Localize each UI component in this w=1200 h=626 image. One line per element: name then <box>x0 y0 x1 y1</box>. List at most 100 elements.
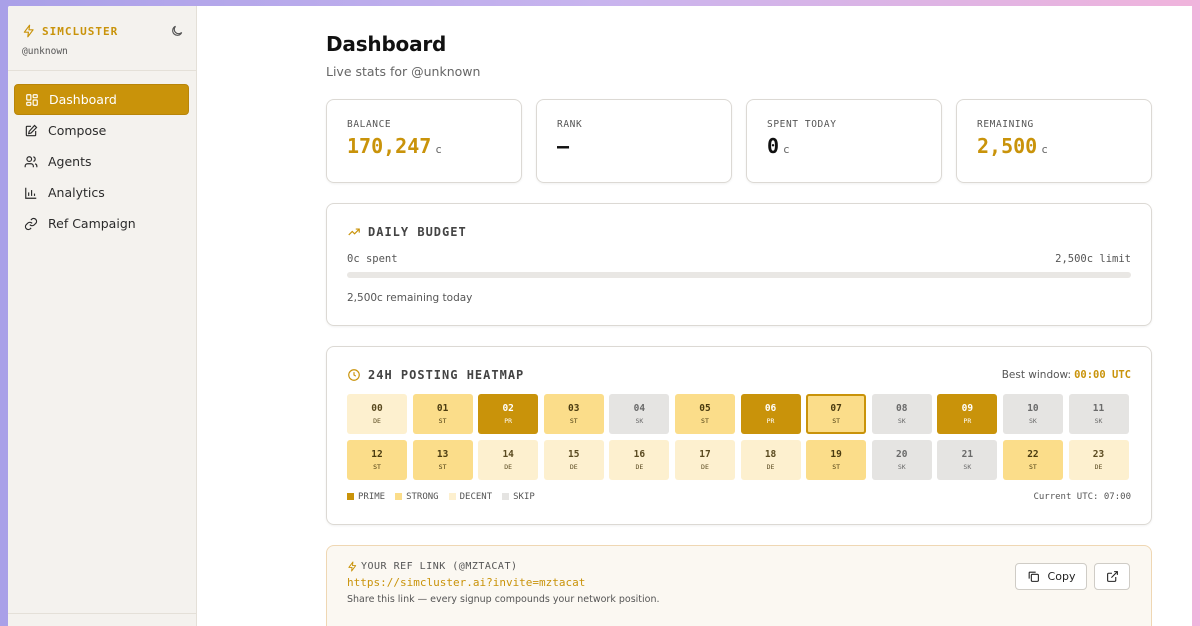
daily-budget-card: DAILY BUDGET 0c spent 2,500c limit 2,500… <box>326 203 1152 326</box>
heatmap-cell[interactable]: 01 ST <box>412 394 473 434</box>
heatmap-cell-tag: PR <box>766 417 775 425</box>
heatmap-cell-hour: 21 <box>961 448 974 460</box>
budget-progress-bar <box>347 272 1131 278</box>
heatmap-cell[interactable]: 05 ST <box>674 394 735 434</box>
stat-value: 2,500 <box>977 134 1038 158</box>
heatmap-cell[interactable]: 17 DE <box>674 439 735 480</box>
heatmap-cell[interactable]: 04 SK <box>609 394 670 434</box>
stat-value: 0 <box>767 134 780 158</box>
heatmap-cell-hour: 03 <box>568 403 580 414</box>
stat-value: — <box>557 134 570 158</box>
brand-name: SIMCLUSTER <box>42 24 119 38</box>
sidebar-item-agents[interactable]: Agents <box>14 146 189 177</box>
heatmap-cell-tag: ST <box>438 417 447 425</box>
heatmap-cell-tag: SK <box>897 417 906 425</box>
heatmap-cell-hour: 19 <box>830 448 842 460</box>
heatmap-cell[interactable]: 23 DE <box>1068 439 1129 480</box>
dashboard-icon <box>26 93 38 106</box>
heatmap-cell[interactable]: 12 ST <box>347 439 407 480</box>
ref-link[interactable]: https://simcluster.ai?invite=mztacat <box>347 575 586 589</box>
posting-heatmap-card: 24H POSTING HEATMAP Best window: 00:00 UT… <box>326 346 1152 525</box>
ref-label: YOUR REF LINK (@MZTACAT) <box>361 560 518 572</box>
heatmap-cell[interactable]: 02 PR <box>478 394 539 434</box>
heatmap-cell-tag: SK <box>963 462 972 471</box>
legend-swatch <box>448 493 456 501</box>
heatmap-cell[interactable]: 07 ST <box>806 394 867 434</box>
open-link-button[interactable] <box>1094 562 1130 590</box>
legend-swatch <box>395 493 403 501</box>
budget-limit: 2,500c limit <box>1055 253 1131 265</box>
heatmap-cell-tag: SK <box>897 462 906 471</box>
heatmap-cell[interactable]: 10 SK <box>1002 394 1063 434</box>
heatmap-cell-tag: SK <box>635 417 644 425</box>
sidebar: SIMCLUSTER @unknown Dashboard Compose Ag… <box>8 6 197 626</box>
heatmap-cell-hour: 04 <box>633 403 646 414</box>
sidebar-divider <box>8 70 196 71</box>
heatmap-cell[interactable]: 19 ST <box>806 439 867 480</box>
bolt-icon <box>23 24 34 38</box>
moon-icon[interactable] <box>170 24 184 38</box>
stat-value: 170,247 <box>347 134 432 158</box>
heatmap-cell[interactable]: 15 DE <box>543 439 604 480</box>
copy-icon <box>1028 571 1039 582</box>
heatmap-cell-tag: ST <box>832 462 841 471</box>
sidebar-item-analytics[interactable]: Analytics <box>14 177 189 208</box>
heatmap-cell[interactable]: 20 SK <box>871 439 932 480</box>
main-content: Dashboard Live stats for @unknown BALANC… <box>197 6 1192 626</box>
sidebar-item-dashboard[interactable]: Dashboard <box>14 84 189 115</box>
copy-button-label: Copy <box>1047 569 1076 583</box>
heatmap-cell-hour: 14 <box>502 448 514 460</box>
legend-swatch <box>502 493 510 501</box>
heatmap-cell-tag: PR <box>504 417 513 425</box>
stat-label: BALANCE <box>347 119 392 130</box>
stat-card-spent-today: SPENT TODAY 0 c <box>746 99 942 183</box>
heatmap-cell[interactable]: 03 ST <box>543 394 604 434</box>
heatmap-cell[interactable]: 08 SK <box>871 394 932 434</box>
sidebar-item-label: Compose <box>48 123 107 138</box>
heatmap-cell-hour: 08 <box>896 403 908 414</box>
heatmap-cell[interactable]: 14 DE <box>478 439 539 480</box>
heatmap-cell-hour: 02 <box>502 403 514 414</box>
stat-label: SPENT TODAY <box>767 119 837 130</box>
users-icon <box>24 155 38 167</box>
heatmap-cell-hour: 18 <box>764 448 777 460</box>
heatmap-cell[interactable]: 09 PR <box>937 394 998 434</box>
heatmap-cell[interactable]: 21 SK <box>937 439 998 480</box>
legend-item: PRIME <box>347 492 385 502</box>
copy-button[interactable]: Copy <box>1015 562 1087 590</box>
heatmap-cell-hour: 07 <box>830 403 842 414</box>
heatmap-cell-hour: 10 <box>1027 403 1039 414</box>
heatmap-cell[interactable]: 11 SK <box>1068 394 1129 434</box>
heatmap-cell-hour: 12 <box>371 448 383 460</box>
sidebar-item-label: Ref Campaign <box>48 216 136 231</box>
heatmap-cell-tag: ST <box>373 462 381 471</box>
heatmap-cell[interactable]: 22 ST <box>1002 439 1063 480</box>
heatmap-cell-hour: 16 <box>633 448 646 460</box>
best-window-value: 00:00 UTC <box>1074 369 1131 381</box>
heatmap-cell[interactable]: 06 PR <box>740 394 801 434</box>
heatmap-cell-hour: 11 <box>1092 403 1105 414</box>
legend-label: DECENT <box>459 491 493 502</box>
trending-up-icon <box>348 228 360 236</box>
stat-card-remaining: REMAINING 2,500 c <box>956 99 1152 183</box>
heatmap-cell[interactable]: 16 DE <box>609 439 670 480</box>
stats-row: BALANCE 170,247 c RANK — SPENT TODAY 0 c <box>326 99 1152 183</box>
heatmap-cell-tag: DE <box>635 462 644 471</box>
stat-card-balance: BALANCE 170,247 c <box>326 99 522 183</box>
heatmap-cell[interactable]: 13 ST <box>412 439 473 480</box>
sidebar-item-compose[interactable]: Compose <box>14 115 189 146</box>
legend-label: STRONG <box>406 491 439 502</box>
heatmap-cell[interactable]: 00 DE <box>347 394 407 434</box>
sidebar-item-ref-campaign[interactable]: Ref Campaign <box>14 208 189 239</box>
heatmap-cell-tag: ST <box>1029 462 1037 471</box>
heatmap-legend: PRIME STRONG DECENT SKIP <box>347 492 545 502</box>
stat-unit: c <box>1041 143 1048 156</box>
legend-label: SKIP <box>513 491 535 502</box>
sidebar-item-label: Dashboard <box>49 92 117 107</box>
heatmap-cell[interactable]: 18 DE <box>740 439 801 480</box>
budget-spent: 0c spent <box>347 253 398 265</box>
heatmap-cell-hour: 01 <box>436 403 449 414</box>
heatmap-cell-tag: DE <box>569 462 578 471</box>
bar-chart-icon <box>25 187 37 199</box>
heatmap-cell-tag: DE <box>1094 462 1103 471</box>
